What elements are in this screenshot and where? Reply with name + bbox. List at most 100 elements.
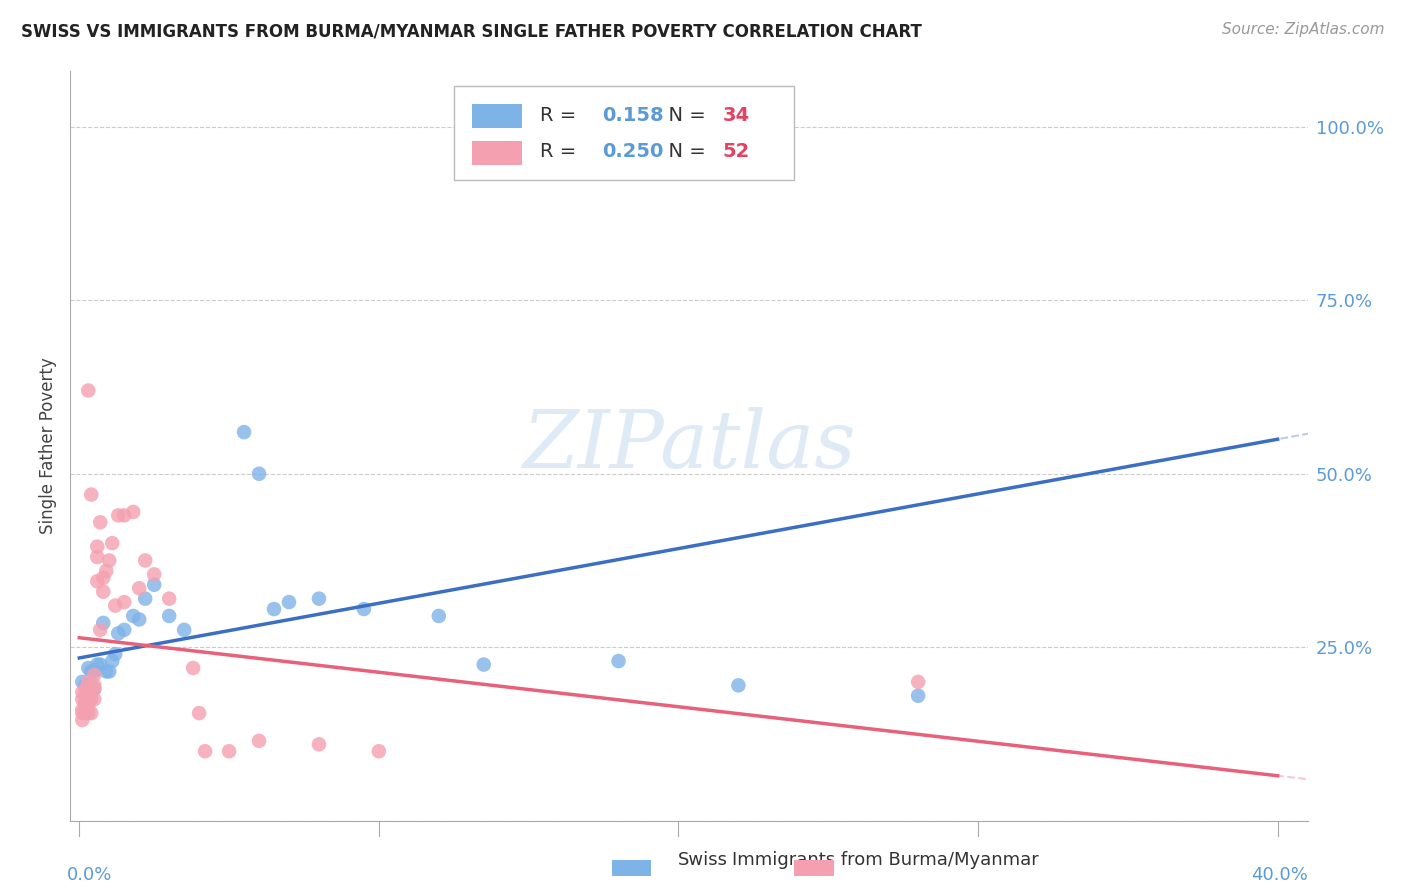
Point <box>101 654 124 668</box>
Point <box>134 591 156 606</box>
Point <box>104 647 127 661</box>
Point <box>75 678 97 692</box>
Point <box>107 626 129 640</box>
FancyBboxPatch shape <box>472 141 522 165</box>
Point <box>77 674 100 689</box>
Point <box>80 706 103 720</box>
Point <box>134 553 156 567</box>
Text: 0.0%: 0.0% <box>66 865 112 884</box>
Point <box>122 609 145 624</box>
Y-axis label: Single Father Poverty: Single Father Poverty <box>39 358 58 534</box>
Point <box>83 681 105 696</box>
Text: Swiss: Swiss <box>678 851 728 869</box>
Point <box>89 657 111 672</box>
Text: N =: N = <box>655 106 711 125</box>
Point <box>122 505 145 519</box>
Point <box>72 685 94 699</box>
Point <box>128 612 150 626</box>
Point <box>427 609 450 624</box>
Point <box>367 744 389 758</box>
Point <box>188 706 211 720</box>
Point <box>77 706 100 720</box>
Point <box>104 599 127 613</box>
Point <box>77 692 100 706</box>
Point <box>86 657 108 672</box>
FancyBboxPatch shape <box>472 103 522 128</box>
Point <box>83 665 105 679</box>
Point <box>112 508 135 523</box>
Point <box>77 661 100 675</box>
Point <box>72 703 94 717</box>
Text: 0.250: 0.250 <box>602 142 664 161</box>
Text: R =: R = <box>540 142 583 161</box>
Text: ZIPatlas: ZIPatlas <box>522 408 856 484</box>
Point <box>181 661 204 675</box>
Text: 0.158: 0.158 <box>602 106 664 125</box>
Point <box>75 706 97 720</box>
Point <box>80 678 103 692</box>
Point <box>72 692 94 706</box>
Point <box>91 584 114 599</box>
Point <box>112 595 135 609</box>
Text: 52: 52 <box>723 142 749 161</box>
Point <box>72 674 94 689</box>
Point <box>77 685 100 699</box>
Point <box>907 674 929 689</box>
Point <box>157 609 180 624</box>
Point <box>80 685 103 699</box>
Point <box>107 508 129 523</box>
Point <box>233 425 256 439</box>
Text: Immigrants from Burma/Myanmar: Immigrants from Burma/Myanmar <box>733 851 1039 869</box>
FancyBboxPatch shape <box>454 87 794 180</box>
Text: N =: N = <box>655 142 711 161</box>
Point <box>77 699 100 714</box>
Point <box>75 699 97 714</box>
Point <box>89 516 111 530</box>
Point <box>86 540 108 554</box>
Text: Source: ZipAtlas.com: Source: ZipAtlas.com <box>1222 22 1385 37</box>
Point <box>472 657 495 672</box>
Text: R =: R = <box>540 106 583 125</box>
Point <box>247 467 270 481</box>
Point <box>80 487 103 501</box>
Point <box>727 678 749 692</box>
Point <box>96 665 118 679</box>
Point <box>83 678 105 692</box>
Point <box>83 692 105 706</box>
Point <box>173 623 195 637</box>
Point <box>83 681 105 696</box>
Point <box>907 689 929 703</box>
Point <box>607 654 630 668</box>
Point <box>101 536 124 550</box>
Point <box>98 665 121 679</box>
Text: 40.0%: 40.0% <box>1251 865 1308 884</box>
Point <box>247 734 270 748</box>
Point <box>263 602 285 616</box>
Point <box>112 623 135 637</box>
Point <box>218 744 240 758</box>
Point <box>143 578 166 592</box>
Point <box>96 564 118 578</box>
Point <box>143 567 166 582</box>
Point <box>98 553 121 567</box>
Point <box>157 591 180 606</box>
Point <box>91 571 114 585</box>
Point <box>86 574 108 589</box>
Point <box>128 581 150 595</box>
Point <box>83 668 105 682</box>
Point <box>308 591 330 606</box>
Point <box>86 549 108 564</box>
Point <box>194 744 217 758</box>
Point <box>72 713 94 727</box>
Point <box>91 615 114 630</box>
Point <box>75 696 97 710</box>
Text: 34: 34 <box>723 106 749 125</box>
Point <box>77 384 100 398</box>
Point <box>80 665 103 679</box>
Point <box>80 685 103 699</box>
Point <box>308 737 330 751</box>
Point <box>278 595 301 609</box>
Point <box>353 602 375 616</box>
Point <box>75 681 97 696</box>
Text: SWISS VS IMMIGRANTS FROM BURMA/MYANMAR SINGLE FATHER POVERTY CORRELATION CHART: SWISS VS IMMIGRANTS FROM BURMA/MYANMAR S… <box>21 22 922 40</box>
